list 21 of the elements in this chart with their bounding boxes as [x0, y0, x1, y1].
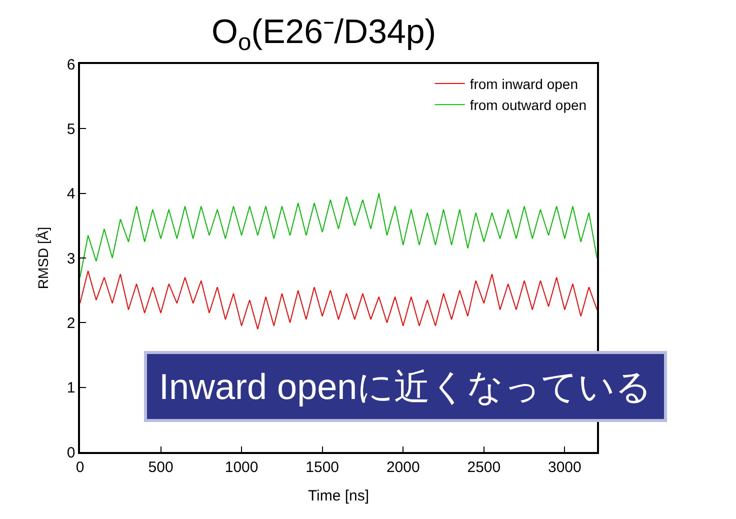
y-axis-title: RMSD [Å] [35, 226, 52, 290]
line-series [80, 270, 597, 330]
x-tick-label: 1500 [306, 458, 340, 476]
x-tick-label: 500 [148, 458, 174, 476]
legend-label: from inward open [470, 76, 578, 92]
y-tick-label: 0 [66, 444, 76, 462]
legend-label: from outward open [470, 97, 587, 114]
chart-title: O$_{o}$(E26⁻/D34p) [212, 13, 436, 56]
y-tick-label: 3 [66, 250, 76, 268]
annotation: Inward openに近くなっている [159, 366, 652, 407]
x-axis-title: Time [ns] [308, 487, 370, 504]
x-tick-label: 1000 [224, 458, 258, 476]
y-tick-label: 4 [66, 186, 76, 203]
x-tick-label: 3000 [548, 458, 582, 476]
y-tick-label: 1 [66, 380, 76, 397]
y-tick-label: 2 [66, 314, 76, 332]
line-series [80, 192, 597, 278]
x-tick-label: 2000 [386, 458, 420, 476]
y-tick-label: 6 [66, 56, 76, 74]
y-tick-label: 5 [66, 120, 76, 138]
x-tick-label: 2500 [467, 458, 501, 476]
